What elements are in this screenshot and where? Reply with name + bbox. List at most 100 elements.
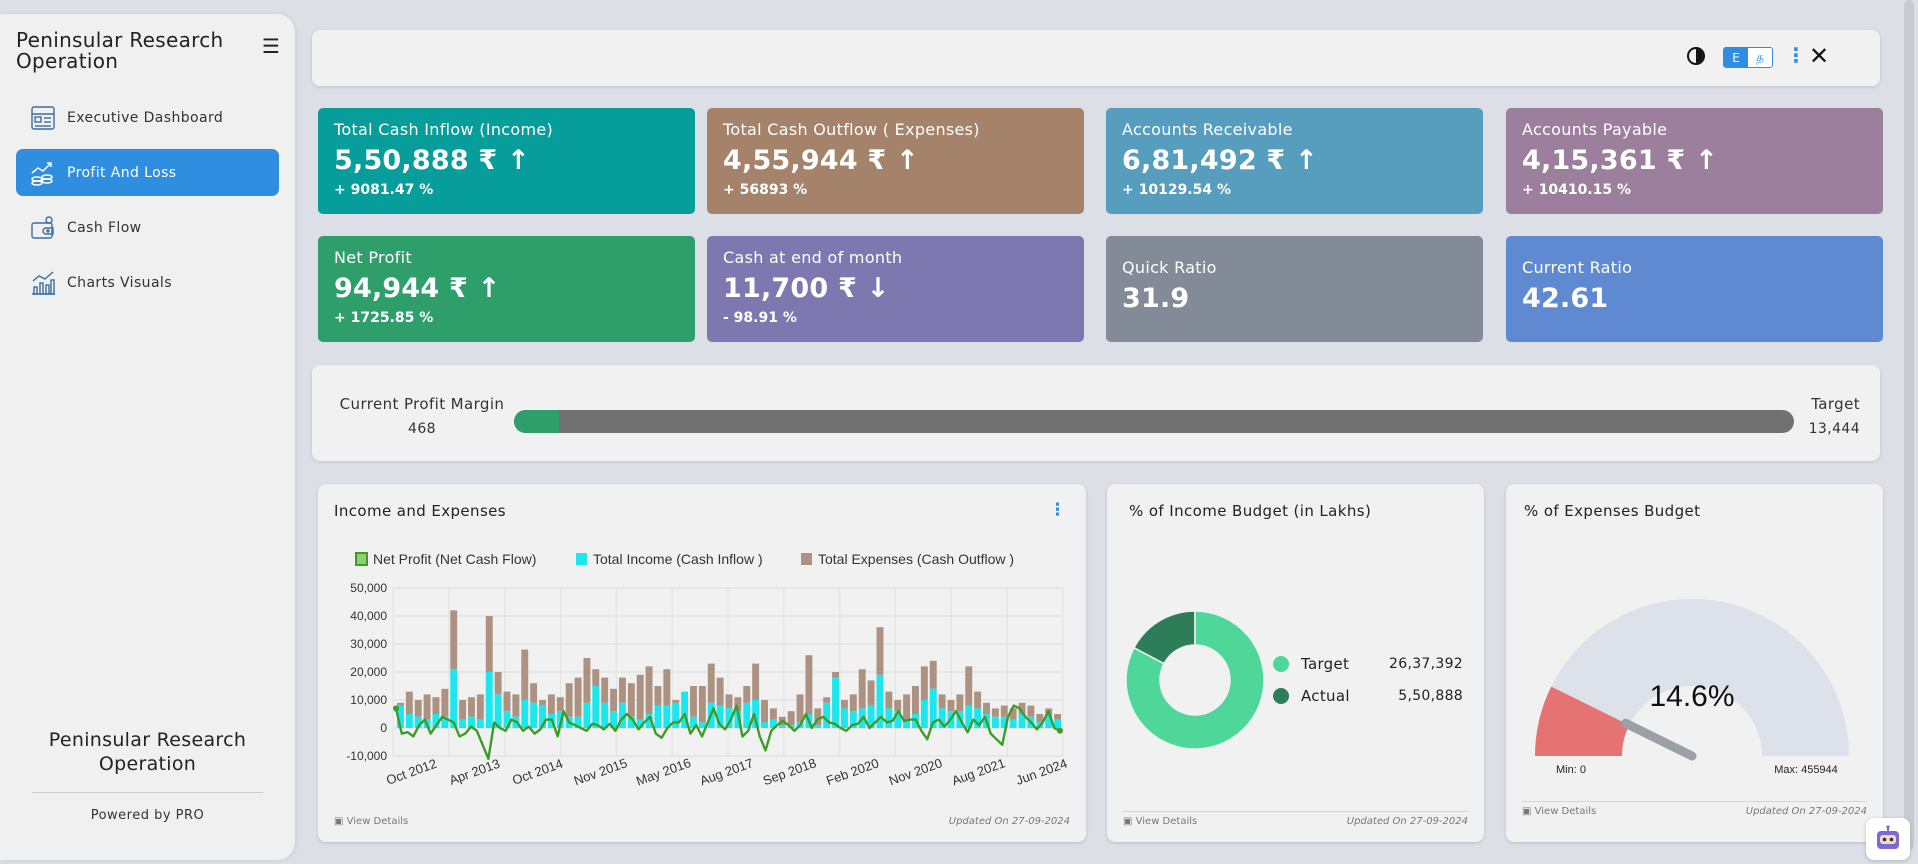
income-bar — [494, 694, 502, 728]
sidebar-item-executive-dashboard[interactable]: Executive Dashboard — [16, 94, 279, 141]
expense-bar — [690, 686, 697, 717]
x-tick-label: Nov 2020 — [887, 755, 944, 788]
language-toggle[interactable]: E த — [1723, 47, 1773, 68]
expense-bar — [405, 691, 413, 714]
kpi-value: 4,55,944 ₹ ↑ — [723, 145, 919, 176]
kpi-current-ratio[interactable]: Current Ratio 42.61 — [1506, 236, 1883, 342]
income-bar — [432, 714, 440, 728]
kpi-total-cash-outflow[interactable]: Total Cash Outflow ( Expenses) 4,55,944 … — [707, 108, 1084, 214]
expense-bar — [885, 691, 893, 709]
page-scrollbar[interactable] — [1904, 0, 1914, 850]
x-tick-label: Oct 2014 — [510, 756, 565, 788]
kpi-label: Quick Ratio — [1122, 258, 1217, 277]
kpi-value: 42.61 — [1522, 283, 1609, 314]
expense-bar — [894, 700, 902, 712]
income-bar — [405, 714, 413, 728]
view-details-link[interactable]: ▣ View Details — [334, 816, 409, 827]
expense-bar — [414, 700, 422, 717]
view-details-label: View Details — [1534, 806, 1597, 817]
kpi-accounts-receivable[interactable]: Accounts Receivable 6,81,492 ₹ ↑ + 10129… — [1106, 108, 1483, 214]
card-title: % of Expenses Budget — [1524, 502, 1701, 520]
income-bar — [1000, 716, 1008, 728]
x-tick-label: Oct 2012 — [384, 756, 439, 788]
income-bar — [876, 674, 884, 728]
profit-margin-value: 468 — [408, 421, 436, 437]
view-details-link[interactable]: ▣ View Details — [1123, 816, 1198, 827]
sidebar-item-charts-visuals[interactable]: Charts Visuals — [16, 259, 279, 306]
expense-bar — [725, 694, 733, 709]
updated-on: Updated On 27-09-2024 — [1745, 806, 1867, 817]
gauge-track-arc — [1551, 599, 1849, 756]
income-budget-card: % of Income Budget (in Lakhs) Target 26,… — [1107, 484, 1484, 842]
x-tick-label: Aug 2021 — [950, 755, 1007, 788]
chart-menu-icon[interactable]: ⋮ — [1049, 500, 1066, 520]
powered-by: Powered by PRO — [90, 808, 205, 823]
kpi-value: 5,50,888 ₹ ↑ — [334, 145, 530, 176]
lang-english-button[interactable]: E — [1724, 48, 1748, 67]
kpi-quick-ratio[interactable]: Quick Ratio 31.9 — [1106, 236, 1483, 342]
x-tick-label: Jun 2024 — [1014, 756, 1069, 788]
kpi-accounts-payable[interactable]: Accounts Payable 4,15,361 ₹ ↑ + 10410.15… — [1506, 108, 1883, 214]
kpi-total-cash-inflow[interactable]: Total Cash Inflow (Income) 5,50,888 ₹ ↑ … — [318, 108, 695, 214]
income-bar — [1045, 714, 1053, 728]
menu-toggle-icon[interactable]: ☰ — [262, 34, 280, 58]
kpi-label: Cash at end of month — [723, 248, 903, 267]
card-footer: ▣ View Details Updated On 27-09-2024 — [1522, 806, 1867, 824]
income-bar — [698, 722, 706, 728]
income-bar — [521, 700, 529, 728]
x-tick-label: Sep 2018 — [761, 755, 818, 788]
gauge-filled-arc — [1535, 686, 1630, 756]
x-tick-label: Nov 2015 — [572, 755, 629, 788]
income-bar — [894, 711, 902, 728]
income-bar — [476, 719, 484, 728]
chat-assistant-button[interactable] — [1866, 818, 1910, 860]
close-icon[interactable]: ✕ — [1809, 42, 1830, 70]
kpi-label: Net Profit — [334, 248, 412, 267]
expenses-budget-gauge: 14.6% Min: 0 Max: 455944 — [1535, 599, 1849, 774]
sidebar-item-profit-and-loss[interactable]: Profit And Loss — [16, 149, 279, 196]
robot-icon — [1877, 825, 1899, 849]
profit-margin-label: Current Profit Margin — [339, 395, 505, 413]
income-bar — [938, 708, 946, 728]
card-footer: ▣ View Details Updated On 27-09-2024 — [334, 816, 1070, 834]
profit-margin-progress-fill — [514, 410, 559, 433]
sidebar-item-label: Executive Dashboard — [67, 109, 224, 126]
y-tick-label: 50,000 — [350, 581, 387, 595]
more-options-icon[interactable]: ⋮ — [1786, 43, 1806, 67]
income-bar — [716, 705, 724, 728]
target-label: Target — [1811, 395, 1860, 413]
income-budget-donut — [1125, 610, 1265, 750]
view-details-link[interactable]: ▣ View Details — [1522, 806, 1597, 817]
income-bar — [592, 686, 600, 728]
income-bar — [769, 719, 777, 728]
divider — [32, 792, 263, 793]
expense-bar — [610, 688, 618, 712]
expense-bar — [565, 683, 573, 717]
kpi-net-profit[interactable]: Net Profit 94,944 ₹ ↑ + 1725.85 % — [318, 236, 695, 342]
lang-tamil-button[interactable]: த — [1748, 48, 1772, 67]
expense-bar — [468, 697, 475, 717]
kpi-change: + 56893 % — [723, 182, 808, 198]
income-bar — [734, 711, 742, 728]
expense-bar — [556, 697, 564, 712]
y-tick-label: 10,000 — [350, 693, 387, 707]
income-bar — [627, 716, 635, 728]
x-tick-label: Apr 2013 — [447, 756, 502, 788]
kpi-value: 11,700 ₹ ↓ — [723, 273, 890, 304]
kpi-cash-end-of-month[interactable]: Cash at end of month 11,700 ₹ ↓ - 98.91 … — [707, 236, 1084, 342]
kpi-value: 6,81,492 ₹ ↑ — [1122, 145, 1318, 176]
legend-dot — [1273, 688, 1289, 704]
legend-label: Net Profit (Net Cash Flow) — [373, 551, 536, 567]
expense-bar — [1009, 708, 1017, 720]
income-bar — [414, 716, 422, 728]
sidebar-item-cash-flow[interactable]: Cash Flow — [16, 204, 279, 251]
expense-bar — [539, 700, 546, 706]
kpi-label: Total Cash Outflow ( Expenses) — [723, 120, 980, 139]
brand-title: Peninsular Research Operation — [16, 28, 224, 73]
income-bar — [450, 669, 458, 728]
footer-brand: Peninsular Research Operation — [48, 729, 247, 775]
contrast-toggle-icon[interactable] — [1687, 47, 1705, 65]
expense-bar — [1054, 714, 1062, 720]
expense-bar — [849, 694, 857, 712]
x-tick-label: Feb 2020 — [824, 755, 881, 788]
